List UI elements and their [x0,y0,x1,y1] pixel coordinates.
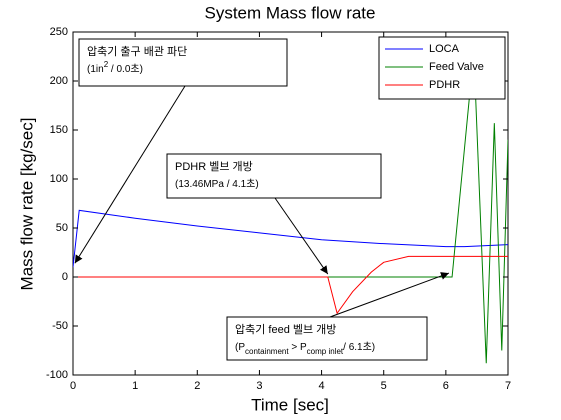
y-tick-label: 200 [50,75,68,87]
annotation-box [166,153,382,199]
annotation-segment: 2 [104,60,109,69]
annotation-arrow [329,272,450,318]
annotation-text: (1in2 / 0.0초) [87,60,143,75]
annotation-arrow [74,85,186,264]
x-tick-label: 2 [194,380,200,392]
series-layer [73,51,508,364]
annotation-segment: (1in [87,64,104,75]
annotation-segment: / 6.1초) [343,341,375,353]
y-tick-label: 0 [62,271,68,283]
annotation-text: PDHR 벨브 개방 [175,160,253,173]
annotation-text: 압축기 출구 배관 파단 [87,45,187,58]
legend-box [378,36,506,100]
series-line [73,51,508,364]
chart-title: System Mass flow rate [205,3,376,22]
annotation-segment: containment [245,347,289,356]
y-tick-label: 250 [50,26,68,38]
annotation-arrow [274,197,329,275]
annotation-segment: (13.46MPa / 4.1초) [175,178,259,190]
annotation-text: 압축기 feed 벨브 개방 [235,323,336,336]
y-tick-label: 50 [56,222,68,234]
y-tick-label: 100 [50,173,68,185]
legend-label: Feed Valve [429,61,484,73]
x-tick-label: 5 [381,380,387,392]
x-tick-label: 7 [505,380,511,392]
annotation-segment: 압축기 feed 벨브 개방 [235,323,336,336]
annotation-text: (Pcontainment > Pcomp inlet/ 6.1초) [235,341,375,356]
legend-label: LOCA [429,43,460,55]
x-tick-label: 1 [132,380,138,392]
x-tick-label: 3 [256,380,262,392]
annotation-segment: 압축기 출구 배관 파단 [87,45,187,58]
y-axis-label: Mass flow rate [kg/sec] [17,118,36,291]
legend-label: PDHR [429,79,460,91]
x-tick-label: 4 [319,380,325,392]
annotation-segment: > P [289,342,307,353]
annotation-segment: (P [235,342,245,353]
x-tick-label: 6 [443,380,449,392]
y-tick-label: -100 [46,369,68,381]
annotation-segment: PDHR 벨브 개방 [175,160,253,173]
series-line [73,255,508,315]
annotation-segment: comp inlet [307,347,344,356]
annotation-text: (13.46MPa / 4.1초) [175,178,259,190]
annotation-segment: / 0.0초) [108,63,143,75]
x-tick-label: 0 [70,380,76,392]
y-tick-label: -50 [52,320,68,332]
x-axis-label: Time [sec] [251,395,329,414]
annotation-box [78,38,288,87]
legend: LOCA Feed Valve PDHR [378,36,506,100]
y-tick-label: 150 [50,124,68,136]
annotation-box [226,316,428,361]
